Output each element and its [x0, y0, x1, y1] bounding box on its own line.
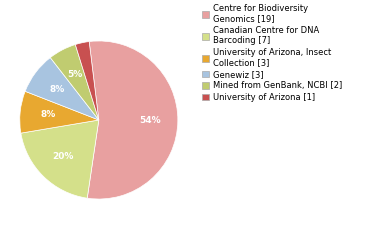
Legend: Centre for Biodiversity
Genomics [19], Canadian Centre for DNA
Barcoding [7], Un: Centre for Biodiversity Genomics [19], C… — [202, 4, 342, 102]
Wedge shape — [75, 42, 99, 120]
Wedge shape — [50, 45, 99, 120]
Wedge shape — [21, 120, 99, 198]
Text: 8%: 8% — [40, 110, 55, 119]
Wedge shape — [25, 58, 99, 120]
Wedge shape — [87, 41, 178, 199]
Wedge shape — [20, 91, 99, 133]
Text: 5%: 5% — [67, 70, 82, 79]
Text: 8%: 8% — [50, 85, 65, 94]
Text: 54%: 54% — [139, 116, 161, 125]
Text: 20%: 20% — [52, 152, 73, 161]
